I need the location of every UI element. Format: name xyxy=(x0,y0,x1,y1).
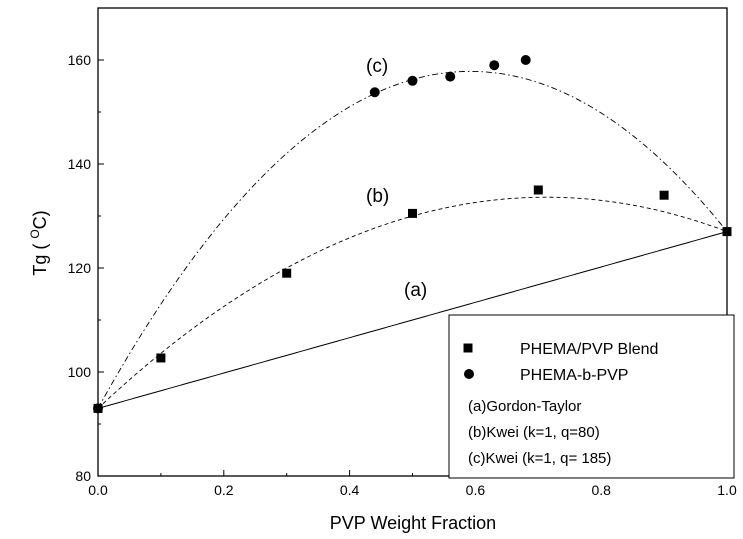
curve-label-c: (c) xyxy=(366,56,388,77)
x-tick-label: 0.0 xyxy=(88,482,108,498)
legend-circle-marker xyxy=(464,369,474,379)
legend-label-block: PHEMA-b-PVP xyxy=(520,367,628,384)
y-tick-label: 140 xyxy=(68,156,92,172)
x-tick-label: 0.4 xyxy=(340,482,360,498)
y-tick-label: 80 xyxy=(75,468,91,484)
y-axis-title: Tg ( OC) xyxy=(28,210,50,275)
data-markers xyxy=(93,55,732,414)
y-tick-label: 120 xyxy=(68,260,92,276)
block-copolymer-point xyxy=(520,55,531,65)
curve-line-a xyxy=(97,231,728,409)
y-tick-label: 100 xyxy=(68,364,92,380)
blend-point xyxy=(156,353,166,363)
x-tick-label: 0.6 xyxy=(466,482,486,498)
curve-label-a: (a) xyxy=(404,280,427,301)
blend-point xyxy=(408,208,417,218)
legend-label-kwei-80: (b)Kwei (k=1, q=80) xyxy=(468,424,600,441)
blend-point xyxy=(659,190,669,200)
blend-point xyxy=(282,268,292,278)
x-tick-label: 0.2 xyxy=(214,482,234,498)
block-copolymer-point xyxy=(489,60,500,71)
x-tick-label: 0.8 xyxy=(591,482,611,498)
legend-box xyxy=(448,314,735,479)
curve-label-b: (b) xyxy=(366,186,389,207)
x-axis-title: PVP Weight Fraction xyxy=(330,513,496,533)
legend-label-gordon-taylor: (a)Gordon-Taylor xyxy=(468,398,581,415)
legend-label-kwei-185: (c)Kwei (k=1, q= 185) xyxy=(468,450,611,467)
block-copolymer-point xyxy=(407,75,418,86)
block-copolymer-point xyxy=(369,87,380,98)
block-copolymer-point xyxy=(445,71,456,82)
legend-square-marker xyxy=(463,343,473,353)
legend: PHEMA/PVP Blend PHEMA-b-PVP (a)Gordon-Ta… xyxy=(448,314,735,479)
curve-line-c xyxy=(97,70,728,409)
x-tick-label: 1.0 xyxy=(717,482,737,498)
y-tick-label: 160 xyxy=(68,52,92,68)
legend-label-blend: PHEMA/PVP Blend xyxy=(520,341,658,358)
block-copolymer-point xyxy=(93,403,103,414)
blend-point xyxy=(722,227,732,237)
blend-point xyxy=(533,185,543,195)
